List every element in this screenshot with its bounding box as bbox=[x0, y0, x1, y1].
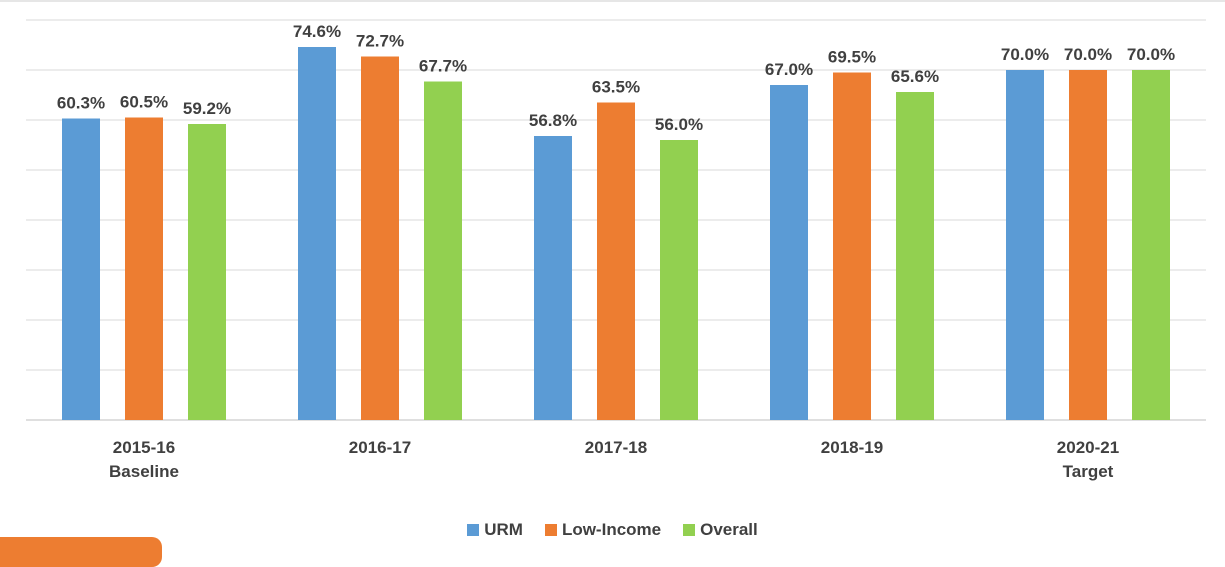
bar bbox=[188, 124, 226, 420]
legend-swatch bbox=[544, 524, 557, 536]
data-label: 56.8% bbox=[529, 111, 577, 130]
legend-label: Overall bbox=[700, 520, 758, 539]
bar bbox=[424, 81, 462, 420]
data-label: 67.0% bbox=[765, 60, 813, 79]
data-label: 70.0% bbox=[1001, 45, 1049, 64]
x-tick-label: 2015-16 Baseline bbox=[109, 438, 179, 481]
x-tick-label: 2016-17 bbox=[348, 438, 412, 457]
data-label: 69.5% bbox=[828, 48, 876, 67]
legend-item: Low-Income bbox=[544, 520, 662, 540]
data-label: 59.2% bbox=[183, 99, 231, 118]
bar bbox=[660, 140, 698, 420]
bar bbox=[298, 47, 336, 420]
x-tick-label: 2020-21 Target bbox=[1056, 438, 1120, 481]
tab-button[interactable] bbox=[0, 537, 162, 567]
bar bbox=[896, 92, 934, 420]
x-tick-label: 2018-19 bbox=[820, 438, 884, 457]
x-tick-label: 2017-18 bbox=[584, 438, 648, 457]
legend-label: Low-Income bbox=[561, 520, 662, 539]
bar bbox=[125, 117, 163, 420]
data-label: 60.3% bbox=[57, 94, 105, 113]
legend-swatch bbox=[467, 524, 480, 536]
data-label: 70.0% bbox=[1127, 45, 1175, 64]
legend-swatch bbox=[683, 524, 696, 536]
bar bbox=[1006, 70, 1044, 420]
data-label: 63.5% bbox=[592, 78, 640, 97]
bar bbox=[597, 102, 635, 420]
data-label: 72.7% bbox=[356, 32, 404, 51]
bar bbox=[361, 56, 399, 420]
chart: 60.3% 60.5% 59.2% 74.6% 72.7% 67.7% 56.8% 63.5%… bbox=[26, 19, 1206, 421]
legend: URM Low-Income Overall bbox=[0, 520, 1225, 540]
bar bbox=[62, 118, 100, 420]
bar bbox=[534, 136, 572, 420]
data-label: 56.0% bbox=[655, 115, 703, 134]
data-label: 67.7% bbox=[419, 57, 467, 76]
data-label: 74.6% bbox=[293, 22, 341, 41]
bar bbox=[833, 72, 871, 420]
bar bbox=[1132, 70, 1170, 420]
data-label: 60.5% bbox=[120, 93, 168, 112]
legend-item: URM bbox=[467, 520, 523, 540]
top-border bbox=[0, 0, 1225, 2]
bar bbox=[1069, 70, 1107, 420]
legend-label: URM bbox=[484, 520, 523, 539]
legend-item: Overall bbox=[683, 520, 758, 540]
data-label: 65.6% bbox=[891, 67, 939, 86]
bar bbox=[770, 85, 808, 420]
data-label: 70.0% bbox=[1064, 45, 1112, 64]
